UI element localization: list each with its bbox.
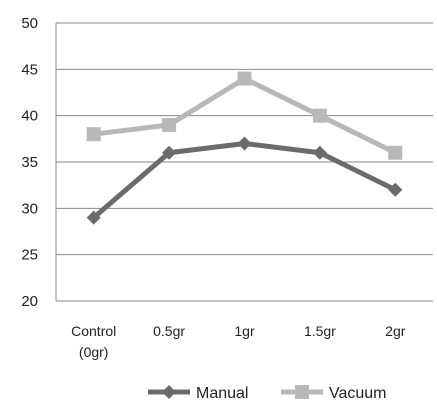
data-point-manual (237, 136, 252, 151)
legend-marker-vacuum (295, 385, 309, 399)
axis-layer: 20 25 30 35 40 45 50 Control (0gr) 0.5gr 1gr 1.5gr 2… (21, 15, 405, 360)
x-tick-label: Control (0gr) (71, 323, 116, 360)
legend: Manual Vacuum (148, 385, 387, 402)
x-tick-label: 0.5gr (153, 323, 185, 339)
data-point-vacuum (388, 145, 403, 160)
x-tick-label: 1.5gr (304, 323, 336, 339)
legend-marker-manual (162, 385, 176, 399)
data-point-manual (388, 182, 403, 197)
x-tick-label: 1gr (234, 323, 255, 339)
y-tick-label: 50 (21, 15, 38, 32)
data-point-manual (312, 145, 327, 160)
y-tick-label: 30 (21, 200, 38, 217)
y-tick-label: 25 (21, 247, 38, 264)
data-point-vacuum (312, 108, 327, 123)
legend-label: Vacuum (329, 385, 387, 401)
data-point-manual (86, 210, 101, 225)
data-point-vacuum (86, 127, 101, 142)
grid-layer (56, 22, 433, 302)
y-tick-label: 45 (21, 61, 38, 78)
y-tick-label: 20 (21, 293, 38, 310)
series-manual (86, 136, 403, 225)
series-layer (86, 71, 403, 225)
data-point-vacuum (162, 117, 177, 132)
legend-item-manual: Manual (148, 385, 248, 402)
legend-item-vacuum: Vacuum (281, 385, 387, 402)
legend-label: Manual (196, 385, 248, 401)
y-tick-label: 40 (21, 108, 38, 125)
y-tick-label: 35 (21, 154, 38, 171)
x-tick-label: 2gr (385, 323, 406, 339)
data-point-manual (162, 145, 177, 160)
series-vacuum (86, 71, 403, 160)
series-line-manual (92, 140, 397, 220)
data-point-vacuum (237, 71, 252, 86)
